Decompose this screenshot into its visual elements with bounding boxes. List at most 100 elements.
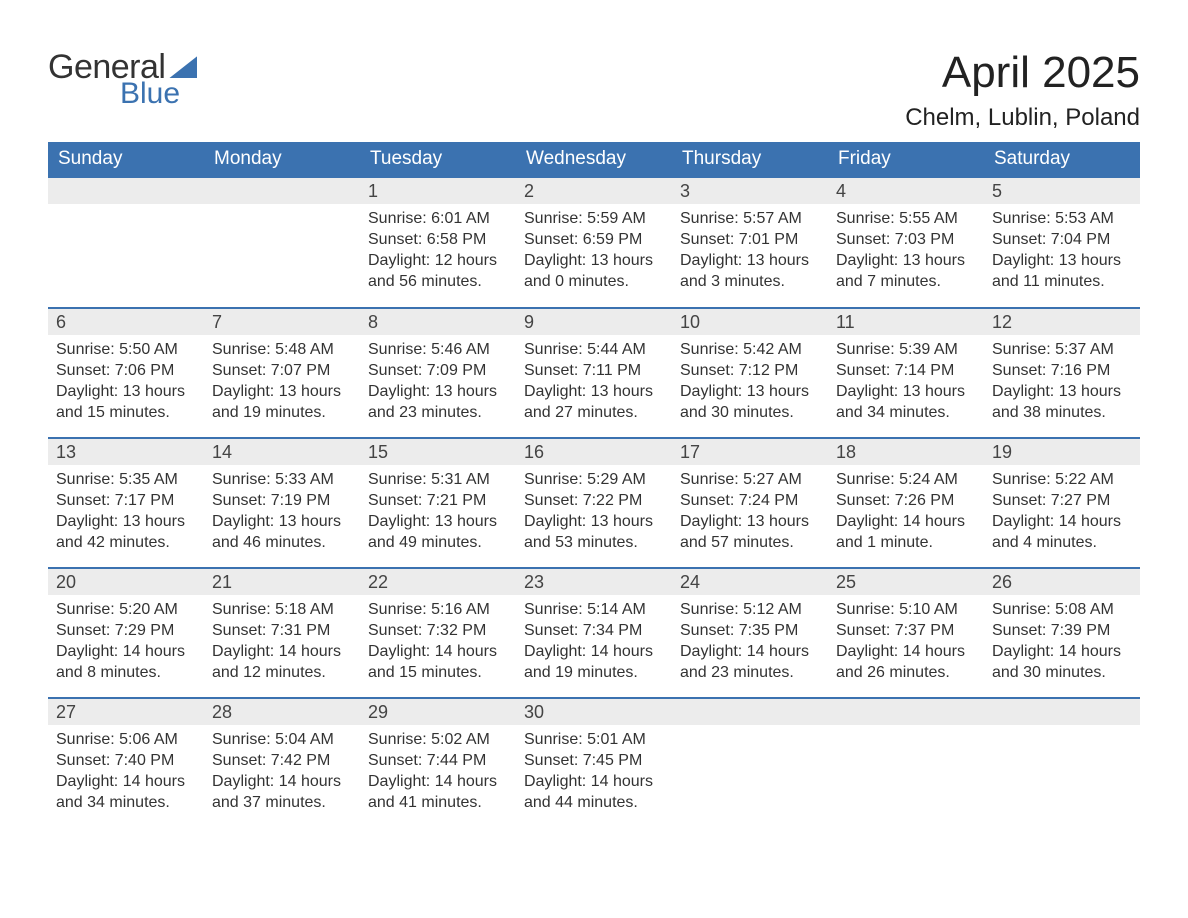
daylight-line: Daylight: 13 hours and 23 minutes. <box>368 381 508 423</box>
daylight-line: Daylight: 14 hours and 1 minute. <box>836 511 976 553</box>
day-number: 5 <box>984 178 1140 204</box>
day-content: Sunrise: 5:39 AMSunset: 7:14 PMDaylight:… <box>828 335 984 429</box>
day-number: 21 <box>204 569 360 595</box>
sunrise-line: Sunrise: 5:02 AM <box>368 729 508 750</box>
day-content: Sunrise: 5:33 AMSunset: 7:19 PMDaylight:… <box>204 465 360 559</box>
day-content: Sunrise: 5:14 AMSunset: 7:34 PMDaylight:… <box>516 595 672 689</box>
day-number: 15 <box>360 439 516 465</box>
calendar-week-row: 1Sunrise: 6:01 AMSunset: 6:58 PMDaylight… <box>48 178 1140 308</box>
calendar-week-row: 13 Sunrise: 5:35 AMSunset: 7:17 PM Dayligh… <box>48 438 1140 568</box>
daylight-line: Daylight: 13 hours and 15 minutes. <box>56 381 196 423</box>
sunset-line: Sunset: 7:22 PM <box>524 490 664 511</box>
sunset-line: Sunset: 7:37 PM <box>836 620 976 641</box>
day-number: 13 <box>48 439 204 465</box>
day-number <box>984 699 1140 725</box>
sunset-line: Sunset: 7:45 PM <box>524 750 664 771</box>
daylight-line: Daylight: 13 hours and 30 minutes. <box>680 381 820 423</box>
sunset-line: Sunset: 7:21 PM <box>368 490 508 511</box>
sunrise-line: Sunrise: 5:37 AM <box>992 339 1132 360</box>
day-number: 6 <box>48 309 204 335</box>
calendar-body: 1Sunrise: 6:01 AMSunset: 6:58 PMDaylight… <box>48 178 1140 828</box>
sunset-line: Sunset: 7:07 PM <box>212 360 352 381</box>
daylight-line: Daylight: 14 hours and 19 minutes. <box>524 641 664 683</box>
daylight-line: Daylight: 12 hours and 56 minutes. <box>368 250 508 292</box>
calendar-day-cell: 28Sunrise: 5:04 AMSunset: 7:42 PMDayligh… <box>204 698 360 828</box>
calendar-day-cell: 2Sunrise: 5:59 AMSunset: 6:59 PMDaylight… <box>516 178 672 308</box>
day-number: 9 <box>516 309 672 335</box>
daylight-line: Daylight: 14 hours and 41 minutes. <box>368 771 508 813</box>
sunset-line: Sunset: 7:44 PM <box>368 750 508 771</box>
calendar-day-cell <box>48 178 204 308</box>
day-content: Sunrise: 5:12 AMSunset: 7:35 PMDaylight:… <box>672 595 828 689</box>
calendar-day-cell: 26Sunrise: 5:08 AMSunset: 7:39 PMDayligh… <box>984 568 1140 698</box>
sunrise-line: Sunrise: 5:57 AM <box>680 208 820 229</box>
sunrise-line: Sunrise: 5:14 AM <box>524 599 664 620</box>
location: Chelm, Lublin, Poland <box>905 104 1140 132</box>
sunset-line: Sunset: 7:19 PM <box>212 490 352 511</box>
day-number: 4 <box>828 178 984 204</box>
calendar-day-cell: 29Sunrise: 5:02 AMSunset: 7:44 PMDayligh… <box>360 698 516 828</box>
day-number: 3 <box>672 178 828 204</box>
weekday-header: Thursday <box>672 142 828 178</box>
daylight-line: Daylight: 14 hours and 12 minutes. <box>212 641 352 683</box>
sunrise-line: Sunrise: 5:53 AM <box>992 208 1132 229</box>
day-content <box>48 204 204 214</box>
calendar-day-cell: 6Sunrise: 5:50 AMSunset: 7:06 PMDaylight… <box>48 308 204 438</box>
calendar-day-cell: 1Sunrise: 6:01 AMSunset: 6:58 PMDaylight… <box>360 178 516 308</box>
day-number: 27 <box>48 699 204 725</box>
daylight-line: Daylight: 13 hours and 49 minutes. <box>368 511 508 553</box>
day-number <box>204 178 360 204</box>
calendar-week-row: 20Sunrise: 5:20 AMSunset: 7:29 PMDayligh… <box>48 568 1140 698</box>
sunset-line: Sunset: 7:17 PM <box>56 490 196 511</box>
daylight-line: Daylight: 13 hours and 57 minutes. <box>680 511 820 553</box>
day-content: Sunrise: 5:37 AMSunset: 7:16 PMDaylight:… <box>984 335 1140 429</box>
sunrise-line: Sunrise: 5:06 AM <box>56 729 196 750</box>
sunrise-line: Sunrise: 6:01 AM <box>368 208 508 229</box>
calendar-day-cell: 14Sunrise: 5:33 AMSunset: 7:19 PMDayligh… <box>204 438 360 568</box>
sunrise-line: Sunrise: 5:44 AM <box>524 339 664 360</box>
calendar-day-cell: 18Sunrise: 5:24 AMSunset: 7:26 PMDayligh… <box>828 438 984 568</box>
logo-sail-icon <box>169 56 197 78</box>
calendar-day-cell <box>984 698 1140 828</box>
day-content: Sunrise: 5:53 AMSunset: 7:04 PMDaylight:… <box>984 204 1140 298</box>
sunrise-line: Sunrise: 5:35 AM <box>56 469 196 490</box>
sunrise-line: Sunrise: 5:16 AM <box>368 599 508 620</box>
daylight-line: Daylight: 14 hours and 37 minutes. <box>212 771 352 813</box>
day-content: Sunrise: 5:46 AMSunset: 7:09 PMDaylight:… <box>360 335 516 429</box>
calendar-table: SundayMondayTuesdayWednesdayThursdayFrid… <box>48 142 1140 828</box>
calendar-day-cell <box>672 698 828 828</box>
daylight-line: Daylight: 13 hours and 46 minutes. <box>212 511 352 553</box>
day-number: 7 <box>204 309 360 335</box>
daylight-line: Daylight: 13 hours and 38 minutes. <box>992 381 1132 423</box>
month-title: April 2025 <box>905 48 1140 98</box>
sunset-line: Sunset: 7:14 PM <box>836 360 976 381</box>
daylight-line: Daylight: 13 hours and 34 minutes. <box>836 381 976 423</box>
sunset-line: Sunset: 7:27 PM <box>992 490 1132 511</box>
day-number: 28 <box>204 699 360 725</box>
calendar-day-cell: 3Sunrise: 5:57 AMSunset: 7:01 PMDaylight… <box>672 178 828 308</box>
day-content: Sunrise: 5:02 AMSunset: 7:44 PMDaylight:… <box>360 725 516 819</box>
sunset-line: Sunset: 7:04 PM <box>992 229 1132 250</box>
calendar-day-cell: 11Sunrise: 5:39 AMSunset: 7:14 PMDayligh… <box>828 308 984 438</box>
sunrise-line: Sunrise: 5:42 AM <box>680 339 820 360</box>
day-number: 17 <box>672 439 828 465</box>
sunrise-line: Sunrise: 5:04 AM <box>212 729 352 750</box>
day-content: Sunrise: 6:01 AMSunset: 6:58 PMDaylight:… <box>360 204 516 298</box>
calendar-day-cell: 19Sunrise: 5:22 AMSunset: 7:27 PMDayligh… <box>984 438 1140 568</box>
day-content: Sunrise: 5:31 AMSunset: 7:21 PMDaylight:… <box>360 465 516 559</box>
day-number: 22 <box>360 569 516 595</box>
day-content: Sunrise: 5:18 AMSunset: 7:31 PMDaylight:… <box>204 595 360 689</box>
sunrise-line: Sunrise: 5:59 AM <box>524 208 664 229</box>
weekday-header: Sunday <box>48 142 204 178</box>
sunset-line: Sunset: 7:40 PM <box>56 750 196 771</box>
sunrise-line: Sunrise: 5:46 AM <box>368 339 508 360</box>
calendar-day-cell: 8Sunrise: 5:46 AMSunset: 7:09 PMDaylight… <box>360 308 516 438</box>
day-number: 30 <box>516 699 672 725</box>
day-number <box>672 699 828 725</box>
daylight-line: Daylight: 13 hours and 27 minutes. <box>524 381 664 423</box>
day-content: Sunrise: 5:04 AMSunset: 7:42 PMDaylight:… <box>204 725 360 819</box>
day-content: Sunrise: 5:29 AMSunset: 7:22 PMDaylight:… <box>516 465 672 559</box>
weekday-header-row: SundayMondayTuesdayWednesdayThursdayFrid… <box>48 142 1140 178</box>
day-number: 25 <box>828 569 984 595</box>
calendar-day-cell: 15Sunrise: 5:31 AMSunset: 7:21 PMDayligh… <box>360 438 516 568</box>
